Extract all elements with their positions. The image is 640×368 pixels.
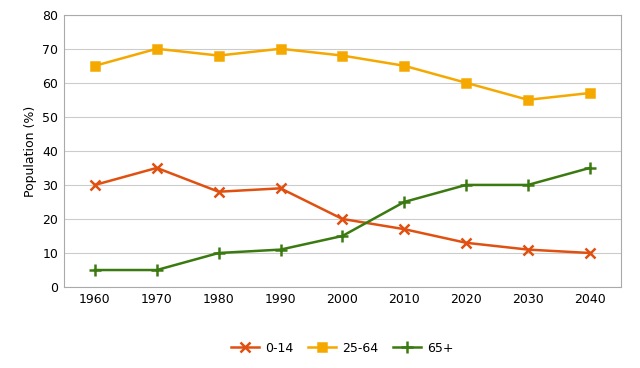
65+: [524, 183, 532, 187]
25-64: [586, 91, 594, 95]
Y-axis label: Population (%): Population (%): [24, 105, 37, 197]
65+: [91, 268, 99, 272]
Line: 25-64: 25-64: [91, 45, 594, 104]
0-14: [401, 227, 408, 231]
Line: 0-14: 0-14: [90, 163, 595, 258]
0-14: [276, 186, 284, 191]
0-14: [462, 241, 470, 245]
65+: [462, 183, 470, 187]
25-64: [153, 46, 161, 51]
25-64: [462, 81, 470, 85]
65+: [215, 251, 223, 255]
25-64: [215, 53, 223, 58]
0-14: [91, 183, 99, 187]
0-14: [524, 247, 532, 252]
25-64: [524, 98, 532, 102]
Line: 65+: 65+: [89, 162, 596, 276]
65+: [401, 200, 408, 204]
0-14: [586, 251, 594, 255]
65+: [153, 268, 161, 272]
0-14: [215, 190, 223, 194]
25-64: [339, 53, 346, 58]
25-64: [401, 64, 408, 68]
0-14: [153, 166, 161, 170]
65+: [339, 234, 346, 238]
Legend: 0-14, 25-64, 65+: 0-14, 25-64, 65+: [227, 337, 458, 360]
25-64: [276, 46, 284, 51]
65+: [276, 247, 284, 252]
65+: [586, 166, 594, 170]
25-64: [91, 64, 99, 68]
0-14: [339, 217, 346, 221]
